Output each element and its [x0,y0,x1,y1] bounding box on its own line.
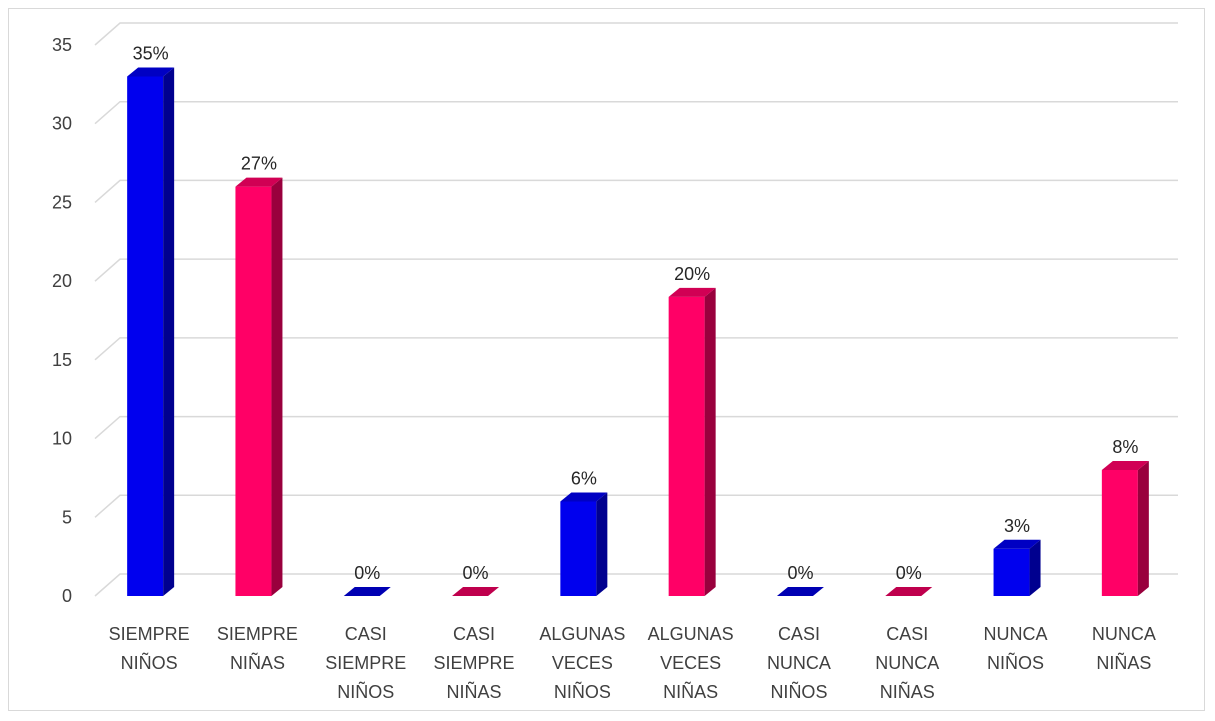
x-tick-label: CASI [886,624,928,644]
bar-top [993,539,1041,549]
x-tick-label: ALGUNAS [648,624,734,644]
bar-top [1101,461,1149,471]
bar [560,501,597,596]
bar-top [885,587,933,596]
data-label: 27% [241,154,277,174]
y-tick-label: 20 [52,271,72,291]
data-label: 0% [463,563,489,583]
gridline [94,100,1178,125]
x-tick-label: NIÑAS [447,681,502,702]
bar-side [704,287,716,596]
data-label: 0% [354,563,380,583]
gridline [94,494,1178,518]
data-label: 3% [1004,516,1030,536]
bar-top [235,177,283,187]
x-tick-label: NIÑAS [663,681,718,702]
gridline [94,179,1178,203]
bar-side [163,67,175,596]
bar-top [776,587,824,596]
bar [235,186,272,596]
x-tick-label: SIEMPRE [217,624,298,644]
x-tick-label: NIÑAS [230,652,285,673]
x-tick-label: CASI [345,624,387,644]
bar [993,548,1030,596]
x-tick-label: NIÑAS [1096,652,1151,673]
bar [668,296,705,596]
x-tick-label: NIÑOS [770,681,827,702]
x-tick-label: SIEMPRE [434,653,515,673]
data-label: 8% [1112,437,1138,457]
x-tick-label: SIEMPRE [325,653,406,673]
data-label: 35% [133,43,169,63]
y-tick-label: 30 [52,114,72,134]
x-tick-label: NUNCA [1092,624,1156,644]
x-tick-label: NUNCA [984,624,1048,644]
bar-side [271,177,283,596]
data-label: 0% [787,563,813,583]
x-tick-label: SIEMPRE [109,624,190,644]
data-label: 6% [571,469,597,489]
x-tick-label: VECES [552,653,613,673]
bar [1101,470,1138,596]
bar-side [1029,539,1041,596]
gridline [94,258,1178,282]
gridline [94,415,1178,440]
x-tick-label: NIÑOS [554,681,611,702]
bar-top [560,492,608,502]
y-tick-label: 5 [62,507,72,527]
bar-top [343,587,391,596]
data-label: 20% [674,264,710,284]
bar-top [127,67,175,77]
x-tick-label: NIÑAS [880,681,935,702]
x-tick-label: CASI [453,624,495,644]
x-tick-label: NIÑOS [121,652,178,673]
x-tick-label: VECES [660,653,721,673]
bar-side [1137,461,1149,596]
x-tick-label: CASI [778,624,820,644]
bar [127,76,164,596]
bar-top [668,287,716,297]
x-tick-label: NIÑOS [337,681,394,702]
bar-top [452,587,500,596]
y-tick-label: 35 [52,35,72,55]
x-tick-label: NIÑOS [987,652,1044,673]
gridline [94,22,1178,46]
gridline [94,337,1178,361]
x-tick-label: ALGUNAS [539,624,625,644]
y-tick-label: 10 [52,429,72,449]
bar-side [596,492,608,596]
data-label: 0% [896,563,922,583]
y-tick-label: 25 [52,192,72,212]
x-tick-label: NUNCA [875,653,939,673]
y-tick-label: 15 [52,350,72,370]
y-tick-label: 0 [62,586,72,606]
gridline [94,573,1178,597]
x-tick-label: NUNCA [767,653,831,673]
